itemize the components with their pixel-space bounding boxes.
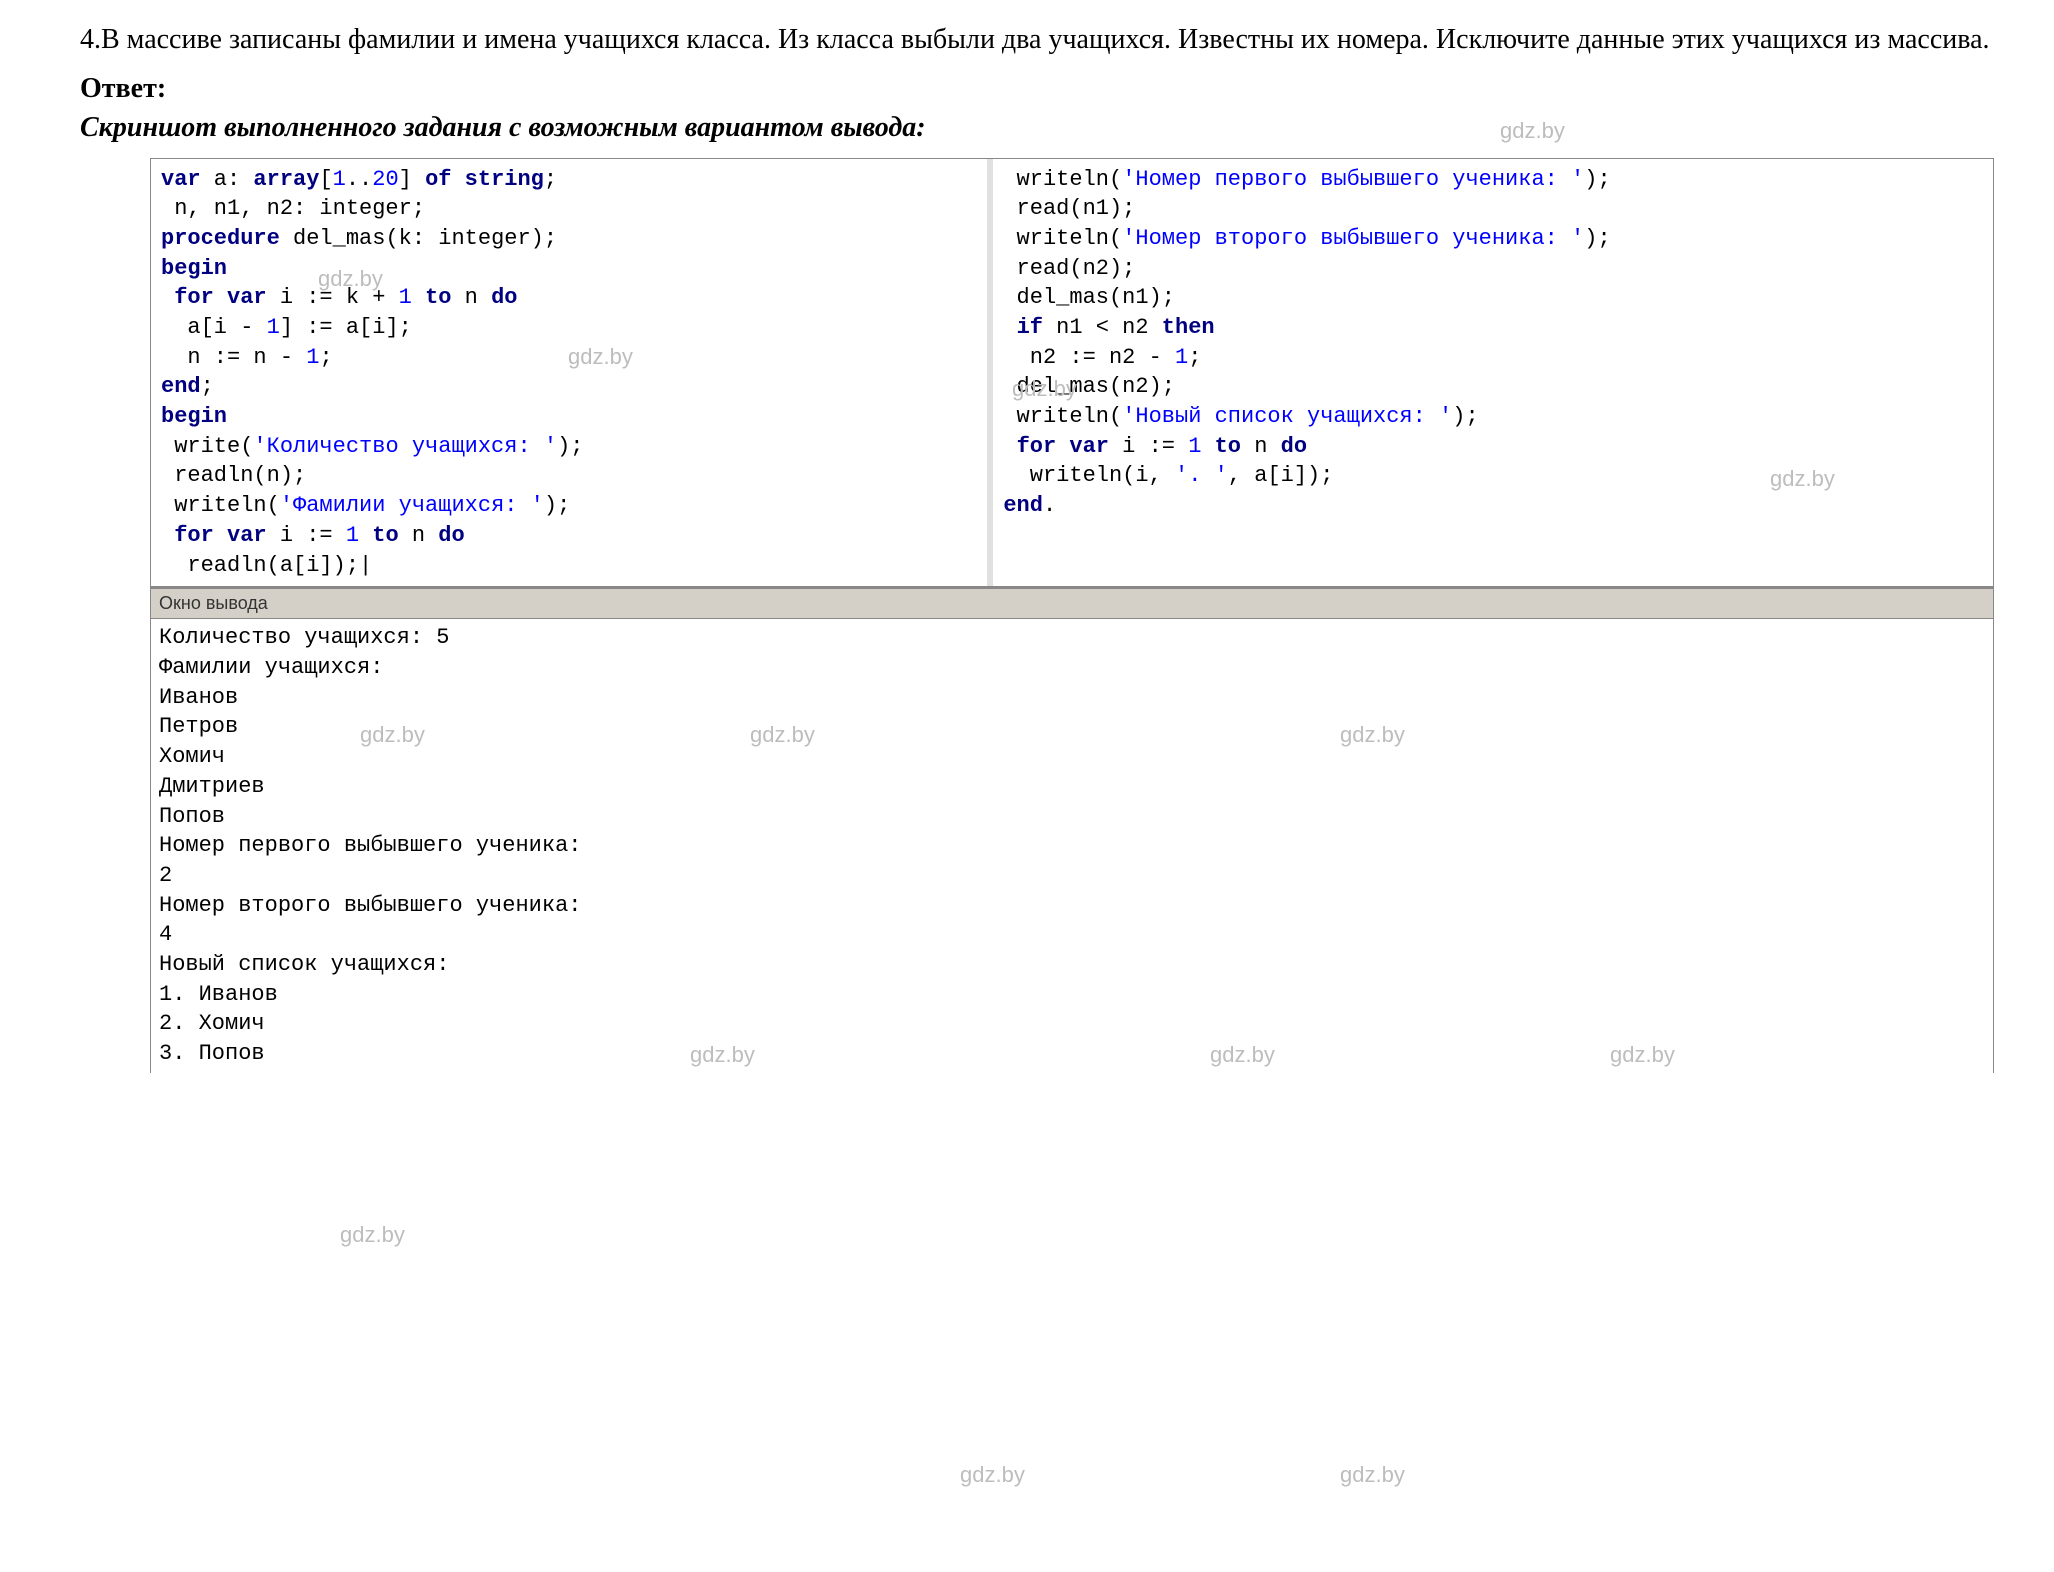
answer-label: Ответ:: [30, 69, 2024, 108]
code-left-pane: var a: array[1..20] of string; n, n1, n2…: [151, 159, 993, 587]
output-window-body: Количество учащихся: 5 Фамилии учащихся:…: [150, 619, 1994, 1072]
watermark-text: gdz.by: [340, 1220, 405, 1251]
screenshot-caption: Скриншот выполненного задания с возможны…: [30, 108, 2024, 147]
page-wrapper: 4.В массиве записаны фамилии и имена уча…: [30, 20, 2024, 1073]
code-editor: var a: array[1..20] of string; n, n1, n2…: [150, 158, 1994, 588]
watermark-text: gdz.by: [1340, 1460, 1405, 1491]
problem-text: 4.В массиве записаны фамилии и имена уча…: [30, 20, 2024, 59]
watermark-text: gdz.by: [960, 1460, 1025, 1491]
code-right-pane: writeln('Номер первого выбывшего ученика…: [993, 159, 1993, 587]
output-window-header: Окно вывода: [150, 587, 1994, 619]
